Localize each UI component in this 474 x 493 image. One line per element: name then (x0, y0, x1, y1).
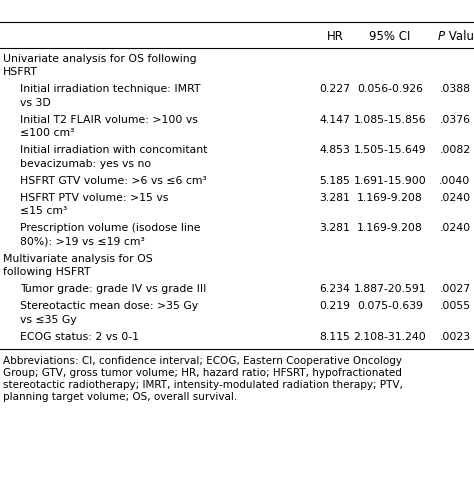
Text: 8.115: 8.115 (319, 332, 350, 342)
Text: planning target volume; OS, overall survival.: planning target volume; OS, overall surv… (3, 392, 237, 402)
Text: 80%): >19 vs ≤19 cm³: 80%): >19 vs ≤19 cm³ (20, 237, 145, 247)
Text: .0240: .0240 (439, 193, 471, 203)
Text: .0027: .0027 (439, 284, 471, 294)
Text: ≤100 cm³: ≤100 cm³ (20, 128, 74, 138)
Text: 0.056-0.926: 0.056-0.926 (357, 84, 423, 94)
Text: Multivariate analysis for OS: Multivariate analysis for OS (3, 254, 153, 264)
Text: stereotactic radiotherapy; IMRT, intensity-modulated radiation therapy; PTV,: stereotactic radiotherapy; IMRT, intensi… (3, 380, 403, 390)
Text: Group; GTV, gross tumor volume; HR, hazard ratio; HFSRT, hypofractionated: Group; GTV, gross tumor volume; HR, haza… (3, 368, 402, 378)
Text: ECOG status: 2 vs 0-1: ECOG status: 2 vs 0-1 (20, 332, 139, 342)
Text: 6.234: 6.234 (319, 284, 350, 294)
Text: 3.281: 3.281 (319, 193, 350, 203)
Text: following HSFRT: following HSFRT (3, 267, 91, 277)
Text: Initial irradiation with concomitant: Initial irradiation with concomitant (20, 145, 207, 155)
Text: .0388: .0388 (439, 84, 471, 94)
Text: Value: Value (445, 30, 474, 42)
Text: 1.169-9.208: 1.169-9.208 (357, 193, 423, 203)
Text: HSFRT PTV volume: >15 vs: HSFRT PTV volume: >15 vs (20, 193, 168, 203)
Text: bevacizumab: yes vs no: bevacizumab: yes vs no (20, 159, 151, 169)
Text: 1.505-15.649: 1.505-15.649 (354, 145, 426, 155)
Text: 3.281: 3.281 (319, 223, 350, 233)
Text: Stereotactic mean dose: >35 Gy: Stereotactic mean dose: >35 Gy (20, 301, 198, 311)
Text: HSFRT: HSFRT (3, 67, 38, 77)
Text: vs 3D: vs 3D (20, 98, 51, 108)
Text: Tumor grade: grade IV vs grade III: Tumor grade: grade IV vs grade III (20, 284, 206, 294)
Text: .0023: .0023 (439, 332, 471, 342)
Text: 0.227: 0.227 (319, 84, 350, 94)
Text: 1.085-15.856: 1.085-15.856 (354, 115, 426, 125)
Text: HR: HR (327, 30, 344, 42)
Text: 0.219: 0.219 (319, 301, 350, 311)
Text: 4.853: 4.853 (319, 145, 350, 155)
Text: 2.108-31.240: 2.108-31.240 (354, 332, 427, 342)
Text: Univariate analysis for OS following: Univariate analysis for OS following (3, 54, 197, 64)
Text: 0.075-0.639: 0.075-0.639 (357, 301, 423, 311)
Text: 4.147: 4.147 (319, 115, 350, 125)
Text: 95% CI: 95% CI (369, 30, 410, 42)
Text: Abbreviations: CI, confidence interval; ECOG, Eastern Cooperative Oncology: Abbreviations: CI, confidence interval; … (3, 356, 402, 366)
Text: Initial T2 FLAIR volume: >100 vs: Initial T2 FLAIR volume: >100 vs (20, 115, 198, 125)
Text: .0240: .0240 (439, 223, 471, 233)
Text: Initial irradiation technique: IMRT: Initial irradiation technique: IMRT (20, 84, 201, 94)
Text: .0376: .0376 (439, 115, 471, 125)
Text: .0082: .0082 (439, 145, 471, 155)
Text: 1.691-15.900: 1.691-15.900 (354, 176, 427, 186)
Text: 5.185: 5.185 (319, 176, 350, 186)
Text: 1.887-20.591: 1.887-20.591 (354, 284, 426, 294)
Text: .0040: .0040 (439, 176, 471, 186)
Text: Prescription volume (isodose line: Prescription volume (isodose line (20, 223, 201, 233)
Text: vs ≤35 Gy: vs ≤35 Gy (20, 315, 77, 325)
Text: HSFRT GTV volume: >6 vs ≤6 cm³: HSFRT GTV volume: >6 vs ≤6 cm³ (20, 176, 207, 186)
Text: P: P (438, 30, 445, 42)
Text: ≤15 cm³: ≤15 cm³ (20, 206, 67, 216)
Text: 1.169-9.208: 1.169-9.208 (357, 223, 423, 233)
Text: .0055: .0055 (439, 301, 471, 311)
